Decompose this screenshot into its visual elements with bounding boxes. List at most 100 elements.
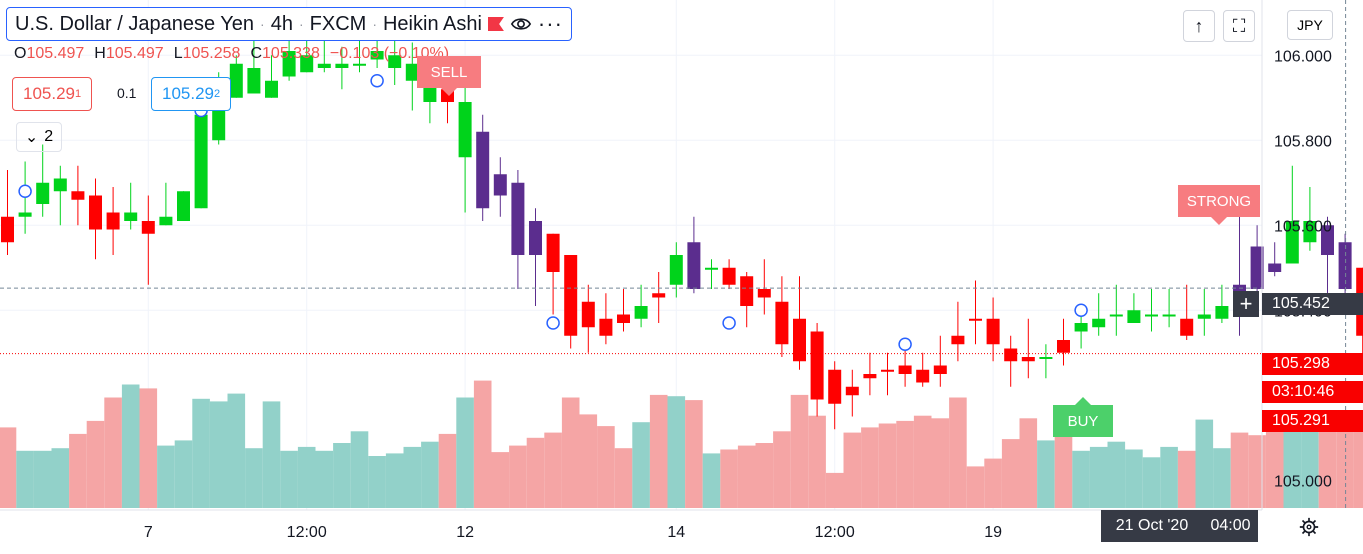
volume-bar [896,420,914,508]
candle-body [828,369,842,404]
volume-bar [245,448,263,508]
candle [617,289,630,332]
more-icon[interactable]: ··· [537,11,563,36]
volume-bar [385,453,404,508]
candle-body [300,55,314,73]
candle-body [1321,225,1334,255]
separator: · [298,16,304,32]
candle [1233,216,1246,336]
candle-body [1180,318,1194,336]
arrow-up-icon[interactable]: ↑ [1183,10,1215,42]
crosshair-time-label: 04:00 [1203,510,1258,542]
x-tick-label: 12 [456,524,474,541]
candle-body [1092,318,1106,328]
volume-bar [931,418,950,508]
chevron-down-icon: ⌄ [24,129,39,146]
candle-body [863,374,877,379]
currency-button[interactable]: JPY [1287,10,1333,40]
ohlc-values: O105.497 H105.497 L105.258 C105.338 −0.1… [14,45,449,63]
volume-bar [790,394,809,508]
buy-quote-button[interactable]: 105.29 2 [151,77,232,111]
candle-body [687,242,701,289]
flag-icon[interactable] [487,17,504,31]
candle-body [529,221,542,255]
candle [652,272,666,323]
volume-bar [438,433,457,508]
candle-body [951,335,965,345]
candle-body [669,255,683,285]
candle [36,144,50,217]
volume-bars [0,380,1363,508]
volume-bar [737,445,756,508]
time-axis[interactable]: 7 12:00 12 14 12:00 19 [144,524,1002,541]
candle-body [370,51,384,60]
volume-bar [1142,457,1161,508]
candle [757,259,771,315]
volume-bar [456,397,474,508]
volume-bar [913,415,932,508]
volume-bar [297,446,316,508]
volume-bar [209,401,228,508]
candle [89,178,102,260]
candle [581,284,595,353]
volume-bar [227,393,246,508]
candle [951,301,965,362]
candle [124,182,138,230]
candle [1303,187,1317,251]
interval-label[interactable]: 4h [270,12,293,35]
bid-price-label: 105.291 [1262,410,1363,432]
candle-body [1145,314,1158,317]
candle-body [599,318,613,336]
volume-bar [561,397,580,508]
sell-quote-button[interactable]: 105.29 1 [12,77,93,111]
volume-bar [1248,435,1266,508]
volume-bar [1160,446,1178,508]
volume-bar [1230,432,1249,508]
candle-body [53,178,67,192]
symbol-name[interactable]: U.S. Dollar / Japanese Yen [15,12,255,35]
candle-body [335,63,349,68]
volume-bar [69,433,87,508]
candle-body [1074,323,1088,332]
candle [159,182,173,226]
candle-body [1021,357,1035,362]
candle-body [617,314,630,323]
candle [1,170,14,255]
signal-marker [546,316,560,330]
exchange-label: FXCM [309,12,367,35]
eye-icon[interactable] [510,13,532,35]
x-tick-label: 12:00 [815,524,855,541]
y-tick-label: 105.800 [1274,133,1332,150]
candle [1145,289,1158,332]
candle-body [1,216,14,243]
ohlc-high: H105.497 [94,45,164,62]
legend-title[interactable]: U.S. Dollar / Japanese Yen · 4h · FXCM ·… [6,7,572,41]
candle [863,352,877,396]
y-tick-label: 105.600 [1274,218,1332,235]
gear-icon[interactable] [1298,516,1320,538]
volume-bar [1265,419,1284,508]
signal-marker [1074,303,1088,317]
candle [1285,165,1299,264]
volume-bar [966,466,985,508]
candle-body [493,174,507,196]
maximize-icon[interactable]: ⛶ [1223,10,1255,42]
candle [969,280,982,345]
candle [476,114,490,221]
candle [1021,318,1035,379]
strong-signal: STRONG [1178,185,1260,225]
sell-signal: SELL [417,56,481,96]
candle [529,208,542,306]
spread-value: 0.1 [117,85,137,101]
plus-icon[interactable]: + [1233,291,1259,317]
volume-bar [755,443,774,508]
candle-body [1215,306,1229,319]
candle [1109,284,1123,336]
candle [53,165,67,226]
candle [265,55,278,98]
indicators-toggle[interactable]: ⌄ 2 [16,122,62,152]
volume-bar [667,396,686,508]
volume-bar [403,446,422,508]
volume-bar [192,398,210,508]
